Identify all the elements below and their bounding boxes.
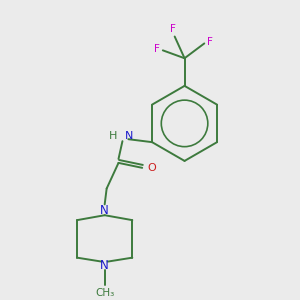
Text: N: N: [100, 259, 109, 272]
Text: CH₃: CH₃: [95, 288, 114, 298]
Text: O: O: [147, 163, 156, 173]
Text: F: F: [170, 24, 176, 34]
Text: F: F: [154, 44, 160, 54]
Text: N: N: [100, 204, 109, 217]
Text: F: F: [207, 38, 213, 47]
Text: H: H: [109, 131, 118, 141]
Text: N: N: [124, 131, 133, 141]
